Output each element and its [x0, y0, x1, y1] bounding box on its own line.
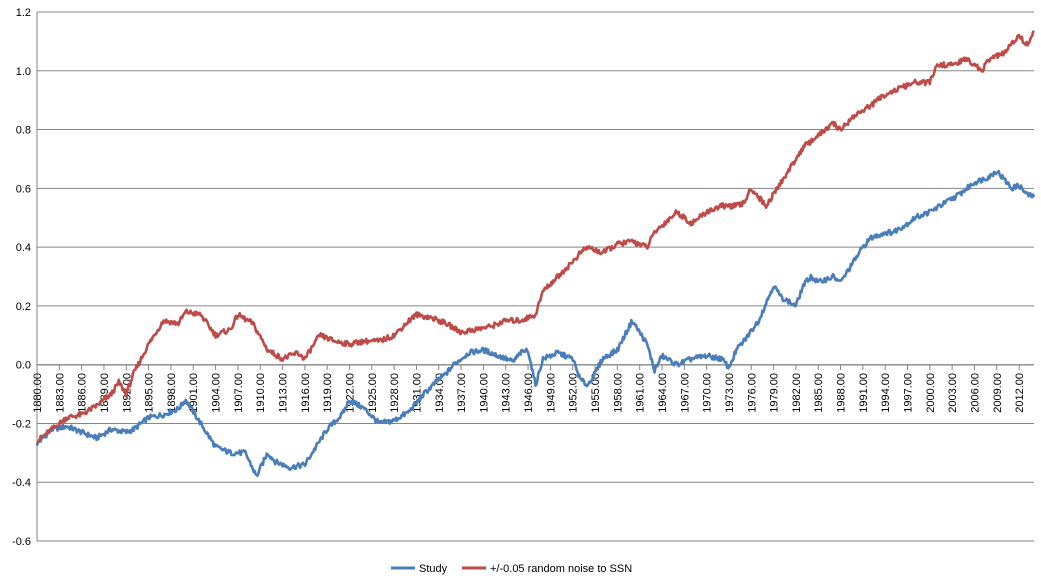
- x-tick-label: 1904.00: [211, 373, 223, 413]
- gridlines: [37, 11, 1034, 542]
- x-tick-label: 1937.00: [456, 373, 468, 413]
- x-tick-label: 1919.00: [322, 373, 334, 413]
- x-tick-label: 1934.00: [434, 373, 446, 413]
- y-tick-label: 1.0: [16, 66, 31, 78]
- y-tick-label: 1.2: [16, 7, 31, 19]
- y-tick-label: 0.6: [16, 183, 31, 195]
- y-axis: -0.6 -0.4 -0.2 0.0 0.2 0.4 0.6 0.8 1.0 1.2: [12, 7, 38, 548]
- x-tick-label: 1979.00: [769, 373, 781, 413]
- y-tick-label: 0.4: [16, 242, 31, 254]
- x-tick-label: 1928.00: [389, 373, 401, 413]
- y-tick-label: -0.6: [12, 536, 31, 548]
- x-tick-label: 1985.00: [813, 373, 825, 413]
- x-tick-label: 1949.00: [545, 373, 557, 413]
- x-tick-label: 1913.00: [278, 373, 290, 413]
- series-lines: [35, 30, 1036, 478]
- legend-label-2: +/-0.05 random noise to SSN: [490, 563, 632, 575]
- x-tick-label: 1958.00: [612, 373, 624, 413]
- x-tick-label: 1973.00: [724, 373, 736, 413]
- y-tick-label: 0.0: [16, 360, 31, 372]
- y-tick-label: 0.8: [16, 125, 31, 137]
- x-tick-label: 1907.00: [233, 373, 245, 413]
- x-tick-label: 1976.00: [746, 373, 758, 413]
- x-tick-label: 1895.00: [144, 373, 156, 413]
- x-tick-label: 1889.00: [99, 373, 111, 413]
- x-tick-label: 1901.00: [188, 373, 200, 413]
- x-tick-label: 1982.00: [791, 373, 803, 413]
- x-tick-label: 1886.00: [77, 373, 89, 413]
- x-tick-label: 2006.00: [969, 373, 981, 413]
- x-tick-label: 1883.00: [54, 373, 66, 413]
- x-tick-label: 1946.00: [523, 373, 535, 413]
- x-tick-label: 1991.00: [858, 373, 870, 413]
- x-tick-label: 1940.00: [478, 373, 490, 413]
- x-tick-label: 1961.00: [635, 373, 647, 413]
- x-axis: 1880.00 1883.00 1886.00 1889.00 1892.00 1895.…: [32, 364, 1034, 413]
- x-tick-label: 1880.00: [32, 373, 44, 413]
- y-tick-label: -0.2: [12, 418, 31, 430]
- series-line-2: [36, 30, 1035, 445]
- legend: Study +/-0.05 random noise to SSN: [391, 563, 632, 575]
- x-tick-label: 1943.00: [501, 373, 513, 413]
- x-tick-label: 1910.00: [255, 373, 267, 413]
- x-tick-label: 1970.00: [702, 373, 714, 413]
- x-tick-label: 1988.00: [836, 373, 848, 413]
- x-tick-label: 1994.00: [880, 373, 892, 413]
- x-tick-label: 1916.00: [300, 373, 312, 413]
- x-tick-label: 1952.00: [568, 373, 580, 413]
- x-tick-label: 1997.00: [903, 373, 915, 413]
- y-tick-label: 0.2: [16, 301, 31, 313]
- x-tick-label: 2009.00: [992, 373, 1004, 413]
- legend-label-1: Study: [419, 563, 448, 575]
- x-tick-label: 1925.00: [367, 373, 379, 413]
- y-tick-label: -0.4: [12, 477, 31, 489]
- x-tick-label: 1964.00: [657, 373, 669, 413]
- x-tick-label: 1898.00: [166, 373, 178, 413]
- series-line-1: [35, 169, 1036, 478]
- x-tick-label: 1967.00: [679, 373, 691, 413]
- x-tick-label: 1955.00: [590, 373, 602, 413]
- x-tick-label: 2012.00: [1014, 373, 1026, 413]
- x-tick-label: 2000.00: [925, 373, 937, 413]
- x-tick-label: 2003.00: [947, 373, 959, 413]
